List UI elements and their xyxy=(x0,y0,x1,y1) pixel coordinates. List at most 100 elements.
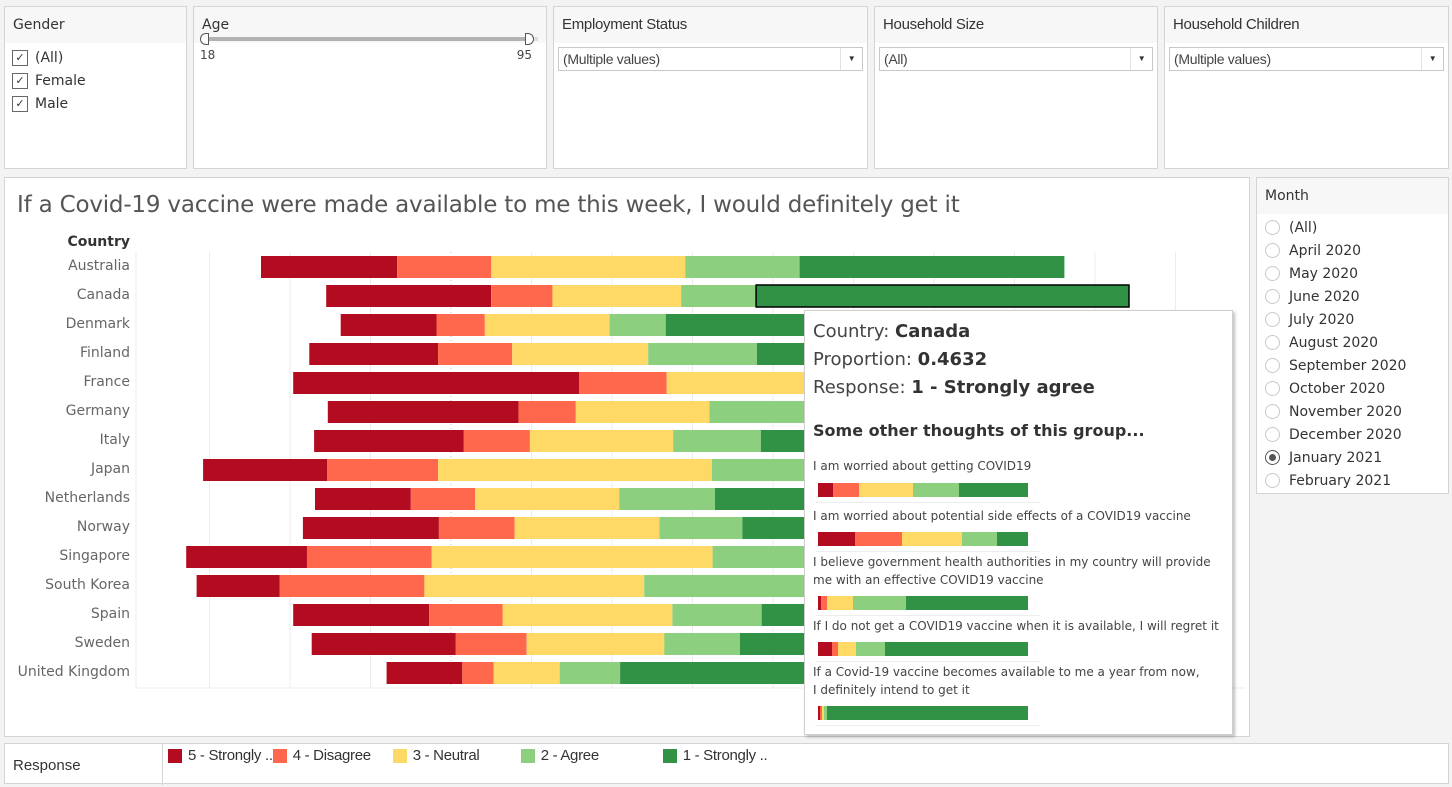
legend-item[interactable]: 2 - Agree xyxy=(520,747,623,764)
bar-segment[interactable] xyxy=(279,575,425,597)
radio-icon[interactable] xyxy=(1265,381,1280,396)
radio-icon[interactable] xyxy=(1265,289,1280,304)
bar-segment-highlighted[interactable] xyxy=(755,284,1130,308)
bar-segment[interactable] xyxy=(673,430,761,452)
bar-segment[interactable] xyxy=(386,662,463,684)
bar-segment[interactable] xyxy=(619,488,715,510)
bar-segment[interactable] xyxy=(644,575,846,597)
radio-icon[interactable] xyxy=(1265,266,1280,281)
bar-segment[interactable] xyxy=(514,517,660,539)
radio-icon[interactable] xyxy=(1265,335,1280,350)
bar-segment[interactable] xyxy=(475,488,620,510)
bar-segment[interactable] xyxy=(438,343,513,365)
month-option[interactable]: (All) xyxy=(1257,216,1448,239)
bar-segment[interactable] xyxy=(799,256,1065,278)
month-option[interactable]: April 2020 xyxy=(1257,239,1448,262)
radio-icon[interactable] xyxy=(1265,220,1280,235)
bar-segment[interactable] xyxy=(397,256,492,278)
chevron-down-icon[interactable]: ▼ xyxy=(1130,48,1152,70)
bar-segment[interactable] xyxy=(491,256,686,278)
legend-item[interactable]: 4 - Disagree xyxy=(272,747,375,764)
bar-segment[interactable] xyxy=(261,256,397,278)
checkbox-checked-icon[interactable]: ✓ xyxy=(12,72,28,89)
bar-segment[interactable] xyxy=(709,401,831,423)
bar-segment[interactable] xyxy=(309,343,439,365)
bar-segment[interactable] xyxy=(302,517,439,539)
bar-segment[interactable] xyxy=(579,372,667,394)
bar-segment[interactable] xyxy=(327,459,439,481)
bar-segment[interactable] xyxy=(436,314,485,336)
bar-segment[interactable] xyxy=(196,575,280,597)
bar-segment[interactable] xyxy=(575,401,710,423)
gender-option-all[interactable]: ✓ (All) xyxy=(5,46,186,69)
month-option[interactable]: January 2021 xyxy=(1257,446,1448,469)
bar-segment[interactable] xyxy=(659,517,743,539)
radio-icon[interactable] xyxy=(1265,358,1280,373)
bar-segment[interactable] xyxy=(327,401,519,423)
bar-segment[interactable] xyxy=(712,546,834,568)
bar-segment[interactable] xyxy=(529,430,674,452)
bar-segment[interactable] xyxy=(484,314,610,336)
bar-segment[interactable] xyxy=(685,256,800,278)
bar-segment[interactable] xyxy=(463,430,530,452)
bar-segment[interactable] xyxy=(491,285,553,307)
bar-segment[interactable] xyxy=(314,430,464,452)
radio-icon[interactable] xyxy=(1265,473,1280,488)
bar-segment[interactable] xyxy=(526,633,665,655)
bar-segment[interactable] xyxy=(493,662,560,684)
bar-segment[interactable] xyxy=(518,401,576,423)
bar-segment[interactable] xyxy=(431,546,713,568)
month-option[interactable]: October 2020 xyxy=(1257,377,1448,400)
bar-segment[interactable] xyxy=(293,604,430,626)
bar-segment[interactable] xyxy=(711,459,825,481)
month-option[interactable]: December 2020 xyxy=(1257,423,1448,446)
bar-segment[interactable] xyxy=(502,604,673,626)
radio-selected-icon[interactable] xyxy=(1265,450,1280,465)
month-option[interactable]: May 2020 xyxy=(1257,262,1448,285)
bar-segment[interactable] xyxy=(681,285,757,307)
age-slider-max-handle[interactable] xyxy=(525,33,534,45)
chevron-down-icon[interactable]: ▼ xyxy=(1421,48,1443,70)
bar-segment[interactable] xyxy=(552,285,682,307)
bar-segment[interactable] xyxy=(666,372,836,394)
bar-segment[interactable] xyxy=(648,343,757,365)
month-option[interactable]: September 2020 xyxy=(1257,354,1448,377)
bar-segment[interactable] xyxy=(512,343,649,365)
bar-segment[interactable] xyxy=(462,662,494,684)
radio-icon[interactable] xyxy=(1265,427,1280,442)
age-slider-min-handle[interactable] xyxy=(200,33,209,45)
radio-icon[interactable] xyxy=(1265,312,1280,327)
legend-item[interactable]: 5 - Strongly .. xyxy=(168,747,273,764)
radio-icon[interactable] xyxy=(1265,243,1280,258)
household-children-dropdown[interactable]: (Multiple values) ▼ xyxy=(1169,47,1444,71)
month-option[interactable]: July 2020 xyxy=(1257,308,1448,331)
household-size-dropdown[interactable]: (All) ▼ xyxy=(879,47,1153,71)
bar-segment[interactable] xyxy=(340,314,437,336)
bar-segment[interactable] xyxy=(203,459,328,481)
bar-segment[interactable] xyxy=(429,604,503,626)
bar-segment[interactable] xyxy=(424,575,645,597)
bar-segment[interactable] xyxy=(326,285,492,307)
checkbox-checked-icon[interactable]: ✓ xyxy=(12,95,28,112)
bar-segment[interactable] xyxy=(311,633,456,655)
gender-option-female[interactable]: ✓ Female xyxy=(5,69,186,92)
bar-segment[interactable] xyxy=(438,459,712,481)
bar-segment[interactable] xyxy=(559,662,621,684)
bar-segment[interactable] xyxy=(438,517,515,539)
bar-segment[interactable] xyxy=(664,633,740,655)
gender-option-male[interactable]: ✓ Male xyxy=(5,92,186,115)
checkbox-checked-icon[interactable]: ✓ xyxy=(12,49,28,66)
employment-status-dropdown[interactable]: (Multiple values) ▼ xyxy=(558,47,863,71)
bar-segment[interactable] xyxy=(186,546,307,568)
legend-item[interactable]: 3 - Neutral xyxy=(392,747,495,764)
age-slider-track[interactable] xyxy=(204,37,532,41)
month-option[interactable]: August 2020 xyxy=(1257,331,1448,354)
chevron-down-icon[interactable]: ▼ xyxy=(840,48,862,70)
month-option[interactable]: February 2021 xyxy=(1257,469,1448,492)
bar-segment[interactable] xyxy=(455,633,527,655)
bar-segment[interactable] xyxy=(609,314,666,336)
bar-segment[interactable] xyxy=(293,372,579,394)
bar-segment[interactable] xyxy=(315,488,411,510)
bar-segment[interactable] xyxy=(672,604,762,626)
bar-segment[interactable] xyxy=(410,488,476,510)
